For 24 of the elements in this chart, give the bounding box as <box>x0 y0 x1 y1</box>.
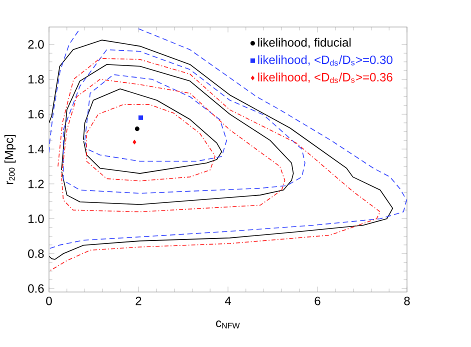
x-tick-label: 0 <box>46 296 52 306</box>
x-axis-title: c$_{NFW}$ <box>216 320 240 328</box>
y-tick-label: 1.6 <box>28 110 44 118</box>
y-tick-label: 0.8 <box>28 249 44 258</box>
y-tick-label: 0.6 <box>28 284 44 293</box>
y-tick-label: 1.8 <box>28 75 44 84</box>
y-tick-label: 1.4 <box>28 144 44 154</box>
legend-label: likelihood, <D$_{ds}$/D$_{s}$>=0.36 <box>258 72 392 84</box>
y-axis-title: r$_{200}$ [Mpc] <box>4 135 16 184</box>
x-tick-label: 4 <box>224 296 231 305</box>
legend-label: likelihood, <D$_{ds}$/D$_{s}$>=0.30 <box>258 55 392 66</box>
x-tick-label: 8 <box>404 296 410 306</box>
y-tick-label: 1.2 <box>28 180 44 188</box>
point <box>132 140 136 144</box>
line-series <box>86 104 216 182</box>
x-tick-label: 6 <box>314 296 320 306</box>
point <box>138 115 144 120</box>
point <box>134 126 140 132</box>
y-tick-label: 1.0 <box>28 214 44 224</box>
line-series <box>83 88 222 174</box>
x-tick-label: 2 <box>136 296 142 306</box>
y-tick-label: 2.0 <box>28 40 44 49</box>
line-series <box>84 74 228 162</box>
legend-label: likelihood, fiducial <box>258 38 351 48</box>
